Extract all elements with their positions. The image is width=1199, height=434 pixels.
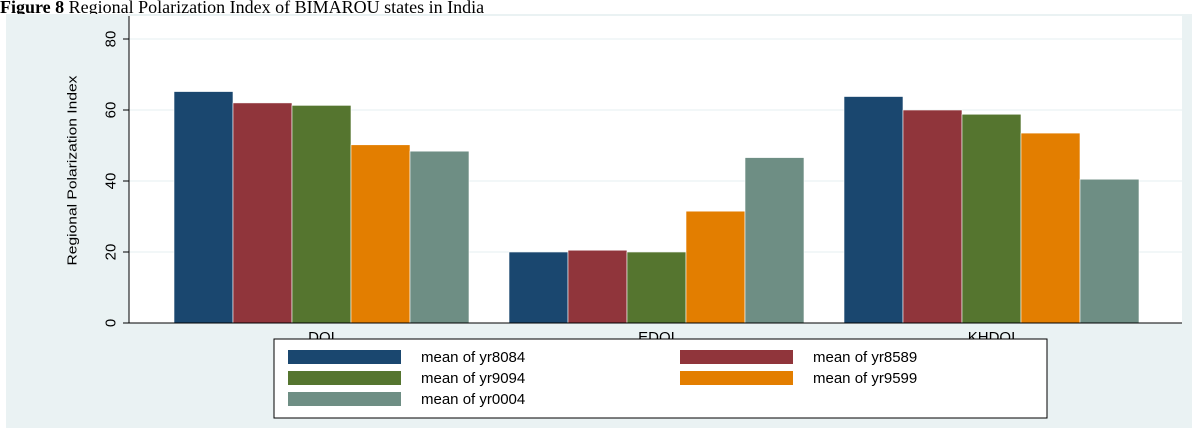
y-tick-label-0: 0 (103, 319, 120, 327)
bar-dqi-2 (232, 102, 293, 324)
bar-dqi-5 (409, 150, 470, 324)
figure-caption: Figure 8 Regional Polarization Index of … (0, 0, 1199, 16)
y-axis-label: Regional Polarization Index (65, 75, 80, 266)
bars (173, 91, 1140, 324)
legend-label-1: mean of yr8084 (421, 349, 525, 366)
legend-label-5: mean of yr0004 (421, 391, 525, 408)
figure-title: Regional Polarization Index of BIMAROU s… (68, 0, 485, 16)
legend-swatch-2 (680, 350, 793, 364)
bar-dqi-4 (350, 144, 411, 324)
bar-khdqi-4 (1020, 132, 1081, 324)
legend-box (273, 338, 1048, 419)
legend-label-4: mean of yr9599 (813, 370, 917, 387)
bar-edqi-5 (744, 157, 805, 324)
figure-label: Figure 8 (0, 0, 64, 16)
legend-label-3: mean of yr9094 (421, 370, 525, 387)
bar-khdqi-1 (843, 96, 904, 324)
legend: mean of yr8084 mean of yr8589 mean of yr90… (273, 338, 1048, 419)
legend-swatch-4 (680, 371, 793, 385)
y-tick-label-20: 20 (103, 244, 120, 261)
y-tick-label-80: 80 (103, 31, 120, 48)
bar-khdqi-3 (961, 113, 1022, 324)
legend-swatch-3 (288, 371, 401, 385)
bar-edqi-4 (685, 210, 746, 324)
figure-label-word: Figure (0, 0, 51, 16)
bar-dqi-3 (291, 105, 352, 324)
bar-edqi-2 (567, 249, 628, 324)
y-tick-label-60: 60 (103, 102, 120, 119)
bar-edqi-1 (508, 251, 569, 324)
bar-dqi-1 (173, 91, 234, 324)
bar-edqi-3 (626, 251, 687, 324)
legend-label-2: mean of yr8589 (813, 349, 917, 366)
bar-khdqi-5 (1079, 178, 1140, 324)
bar-khdqi-2 (902, 109, 963, 324)
legend-swatch-5 (288, 392, 401, 406)
legend-swatch-1 (288, 350, 401, 364)
y-tick-label-40: 40 (103, 173, 120, 190)
figure-number: 8 (55, 0, 65, 16)
